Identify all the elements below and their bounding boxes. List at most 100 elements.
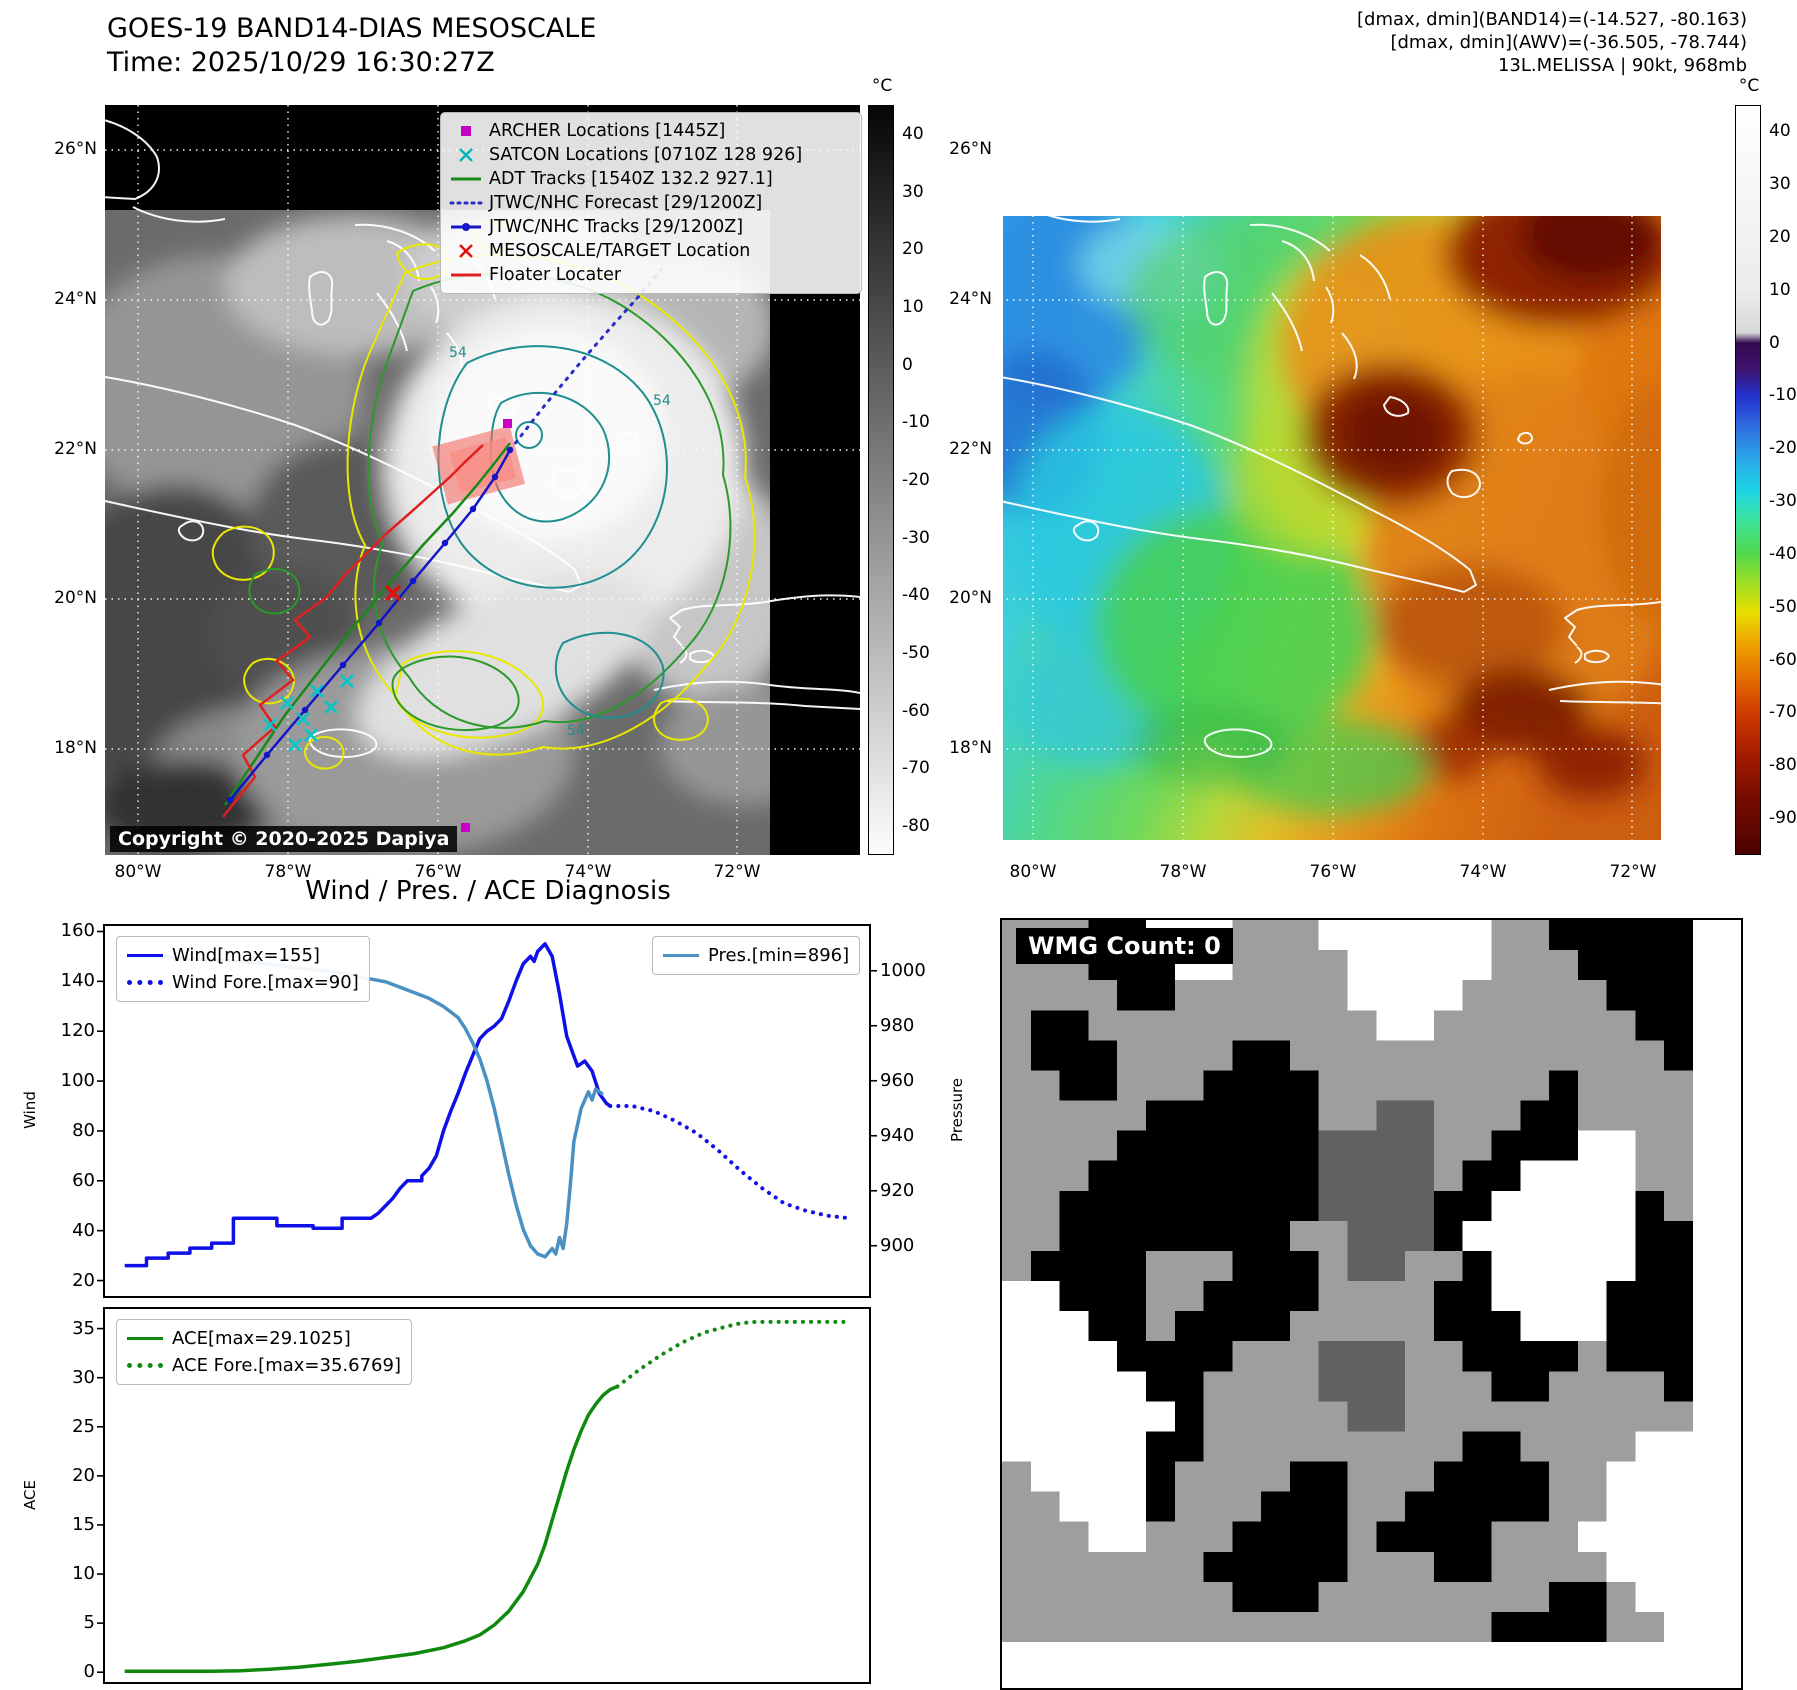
ace-legend: ACE[max=29.1025] ACE Fore.[max=35.6769] <box>116 1319 412 1385</box>
wmg-cell <box>1117 1371 1147 1402</box>
wmg-cell <box>1289 1401 1320 1432</box>
wmg-cell <box>1059 1341 1089 1372</box>
wmg-cell <box>1174 1461 1205 1493</box>
longitude-label: 74°W <box>564 862 612 882</box>
wmg-cell <box>1606 950 1636 981</box>
wmg-cell <box>1030 1130 1061 1162</box>
wmg-cell <box>1635 1341 1665 1372</box>
jtwc-track-line <box>229 449 512 801</box>
wmg-cell <box>1174 1521 1205 1553</box>
wmg-cell <box>1318 1371 1348 1402</box>
wmg-cell <box>1405 1311 1435 1342</box>
wmg-cell <box>1577 1491 1608 1523</box>
wmg-cell <box>1347 1281 1377 1312</box>
colorbar-tick-label: -50 <box>1769 596 1797 617</box>
wmg-cell <box>1405 1521 1435 1553</box>
wmg-cell <box>1433 1581 1464 1613</box>
y-tick-label: 120 <box>60 1020 95 1042</box>
y-tick-label: 980 <box>880 1014 915 1036</box>
wmg-cell <box>1203 1040 1233 1071</box>
wmg-cell <box>1405 1130 1435 1162</box>
wmg-cell <box>1117 1040 1147 1071</box>
wmg-cell <box>1002 1160 1032 1192</box>
wmg-cell <box>1174 1371 1205 1402</box>
colorbar-tick-label: 20 <box>1769 227 1791 248</box>
wmg-cell <box>1059 1040 1089 1071</box>
wmg-cell <box>1433 1070 1464 1101</box>
wmg-cell <box>1577 1070 1608 1101</box>
wmg-cell <box>1433 1190 1464 1222</box>
wmg-cell <box>1520 1220 1550 1252</box>
wmg-cell <box>1520 1401 1550 1432</box>
wmg-cell <box>1549 1100 1579 1132</box>
line-dot-legend-marker-icon <box>451 223 481 231</box>
y-tick-label: 5 <box>83 1612 95 1634</box>
wmg-cell <box>1347 1431 1377 1462</box>
wmg-cell <box>1549 1160 1579 1192</box>
wmg-cell <box>1664 1220 1693 1252</box>
latitude-label: 26°N <box>949 139 992 159</box>
dmax-awv-label: [dmax, dmin](AWV)=(-36.505, -78.744) <box>1390 32 1747 53</box>
wmg-cell <box>1145 1461 1176 1493</box>
wmg-cell <box>1289 920 1320 951</box>
wmg-cell <box>1059 1100 1089 1132</box>
wmg-cell <box>1664 1371 1693 1402</box>
wmg-cell <box>1606 1130 1636 1162</box>
wmg-cell <box>1030 1371 1061 1402</box>
temperature-contours <box>211 221 756 770</box>
wmg-cell <box>1635 1010 1665 1041</box>
wmg-cell <box>1347 1040 1377 1071</box>
wmg-cell <box>1088 1130 1118 1162</box>
wmg-cell <box>1376 920 1406 951</box>
wmg-cell <box>1289 1581 1320 1613</box>
latitude-label: 20°N <box>54 588 97 608</box>
wmg-cell <box>1606 1311 1636 1342</box>
wmg-cell <box>1318 1551 1348 1583</box>
longitude-label: 74°W <box>1459 862 1507 882</box>
wmg-cell <box>1376 1371 1406 1402</box>
wmg-cell <box>1059 1461 1089 1493</box>
wmg-cell <box>1635 1461 1665 1493</box>
wmg-cell <box>1520 1371 1550 1402</box>
wmg-cell <box>1635 920 1665 951</box>
wmg-cell <box>1577 1581 1608 1613</box>
wmg-cell <box>1203 1611 1233 1642</box>
wmg-cell <box>1088 1100 1118 1132</box>
wmg-cell <box>1174 1010 1205 1041</box>
ace-chart <box>97 1319 852 1674</box>
wind-axis-label: Wind <box>21 1091 39 1129</box>
wmg-cell <box>1174 1611 1205 1642</box>
wmg-cell <box>1405 1190 1435 1222</box>
wmg-cell <box>1174 1130 1205 1162</box>
wmg-cell <box>1088 1311 1118 1342</box>
wmg-cell <box>1520 1551 1550 1583</box>
wmg-cell <box>1549 1581 1579 1613</box>
wmg-cell <box>1059 980 1089 1011</box>
wmg-cell <box>1318 1100 1348 1132</box>
wmg-cell <box>1117 1070 1147 1101</box>
wmg-cell <box>1261 1461 1291 1493</box>
wmg-cell <box>1491 1521 1521 1553</box>
legend-item-wind-forecast: Wind Fore.[max=90] <box>127 969 359 996</box>
wmg-pixel-image <box>1002 920 1693 1642</box>
wmg-cell <box>1117 1611 1147 1642</box>
wmg-cell <box>1491 1190 1521 1222</box>
wmg-cell <box>1549 1130 1579 1162</box>
wmg-cell <box>1030 1401 1061 1432</box>
wmg-cell <box>1030 1010 1061 1041</box>
wmg-cell <box>1261 1551 1291 1583</box>
colorbar-tick-label: 10 <box>1769 279 1791 300</box>
wmg-cell <box>1088 1431 1118 1462</box>
wmg-cell <box>1433 1491 1464 1523</box>
awv-colorbar <box>1735 105 1761 855</box>
wmg-cell <box>1203 1551 1233 1583</box>
wmg-cell <box>1174 1431 1205 1462</box>
wmg-cell <box>1232 1341 1262 1372</box>
wmg-cell <box>1577 1100 1608 1132</box>
wmg-cell <box>1635 1190 1665 1222</box>
wmg-cell <box>1318 1220 1348 1252</box>
wmg-cell <box>1261 1220 1291 1252</box>
wmg-cell <box>1405 1461 1435 1493</box>
wmg-cell <box>1347 1010 1377 1041</box>
storm-status-label: 13L.MELISSA | 90kt, 968mb <box>1497 55 1747 76</box>
